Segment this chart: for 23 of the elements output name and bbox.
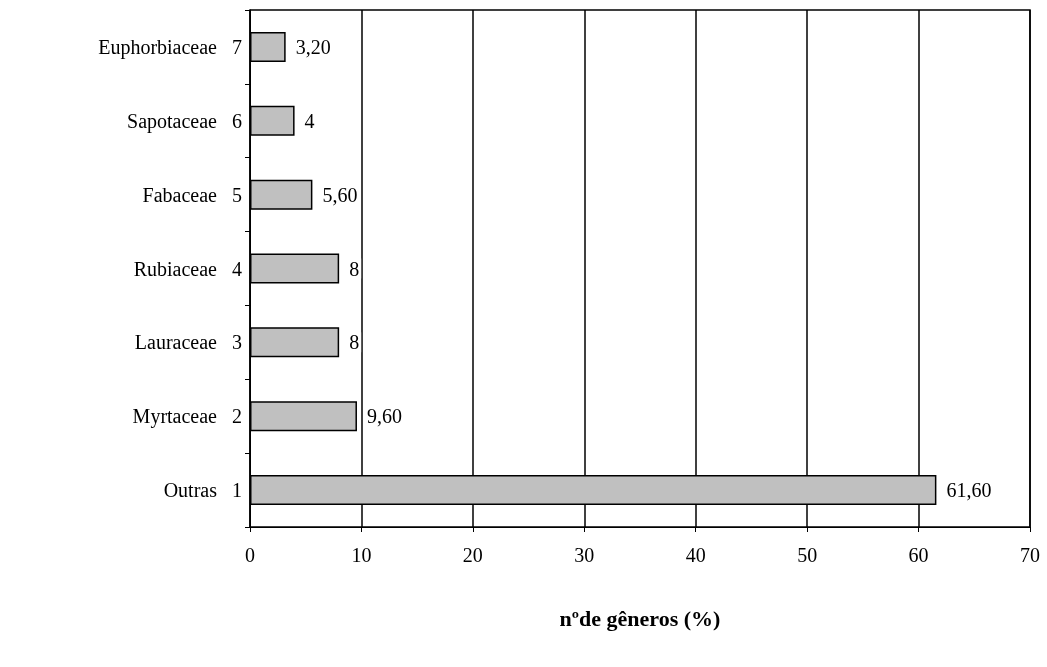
y-tick-label: Rubiaceae 4 [133, 257, 242, 280]
y-tick-label: Sapotaceae 6 [127, 109, 242, 133]
x-tick-label: 0 [245, 544, 255, 566]
y-tick-label: Euphorbiaceae 7 [98, 35, 242, 59]
data-label: 8 [349, 331, 360, 354]
data-label: 5,60 [322, 183, 358, 206]
y-tick-label: Outras 1 [163, 479, 242, 502]
x-tick-label: 30 [574, 544, 595, 566]
y-tick-label: Lauraceae 3 [134, 331, 242, 354]
data-label: 9,60 [366, 405, 402, 428]
x-tick-label: 40 [685, 544, 706, 566]
data-label: 8 [349, 257, 360, 280]
x-tick-label: 10 [351, 544, 372, 566]
x-tick-label: 50 [797, 544, 818, 566]
y-tick-label: Fabaceae 5 [142, 183, 242, 206]
x-tick-label: 20 [462, 544, 483, 566]
x-axis-title: nºde gêneros (%) [559, 605, 721, 631]
y-tick-label: Myrtaceae 2 [132, 405, 242, 429]
x-tick-label: 70 [1020, 544, 1040, 566]
data-label: 3,20 [295, 35, 331, 58]
data-label: 4 [304, 109, 315, 132]
data-label: 61,60 [946, 479, 992, 502]
x-tick-label: 60 [908, 544, 929, 566]
